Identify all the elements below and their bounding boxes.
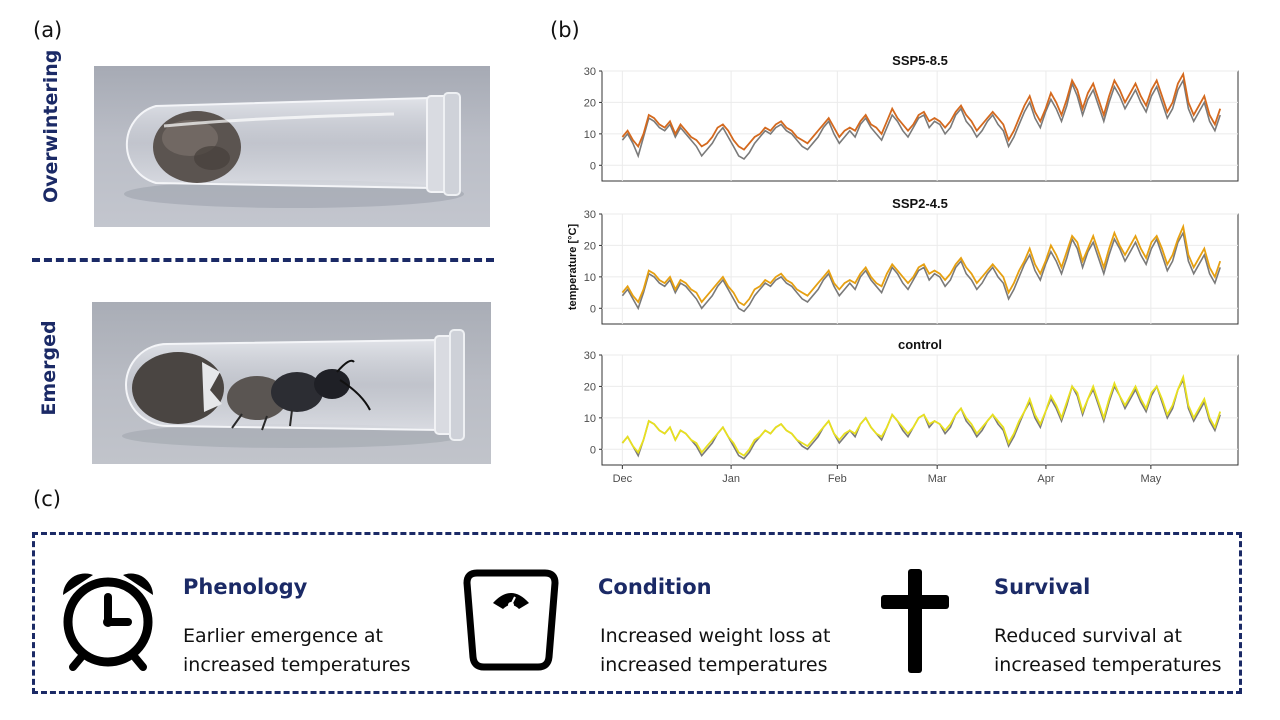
facet-ssp5-8-5: SSP5-8.5 0 10 20 30 (584, 53, 1239, 182)
y-tick-label: 30 (584, 66, 596, 78)
y-tick-label: 0 (590, 303, 596, 315)
baseline-series-line (621, 230, 1221, 313)
x-tick-label: Feb (828, 473, 847, 485)
x-tick-label: Dec (613, 473, 633, 485)
facet-panel (601, 70, 1239, 182)
overwintering-tube-illustration (124, 92, 464, 208)
summary-item-condition: Condition Increased weight loss at incre… (445, 535, 845, 691)
alarm-clock-icon (63, 573, 153, 671)
emerged-tube-illustration (122, 329, 465, 448)
y-tick-label: 10 (584, 413, 596, 425)
phenology-title: Phenology (183, 575, 308, 599)
cross-icon (881, 569, 949, 673)
y-tick-label: 10 (584, 129, 596, 141)
summary-item-phenology: Phenology Earlier emergence at increased… (35, 535, 435, 691)
facet-control: control 0 10 20 30 (584, 337, 1239, 466)
y-tick-label: 20 (584, 97, 596, 109)
y-tick-label: 20 (584, 240, 596, 252)
y-tick-label: 30 (584, 209, 596, 221)
facet-panel (601, 354, 1239, 466)
facet-title: SSP2-4.5 (892, 196, 948, 211)
facet-title: SSP5-8.5 (892, 53, 948, 68)
photo-divider (32, 258, 494, 262)
condition-description: Increased weight loss at increased tempe… (600, 625, 831, 676)
overwintering-label: Overwintering (40, 49, 62, 203)
x-tick-label: Jan (722, 473, 740, 485)
y-axis-title: temperature [°C] (567, 224, 579, 311)
overwintering-photo (94, 66, 490, 227)
temperature-chart: temperature [°C] SSP5-8.5 0 10 20 30 SSP2-4.5… (560, 45, 1260, 490)
baseline-series-line (621, 78, 1221, 161)
summary-item-survival: Survival Reduced survival at increased t… (855, 535, 1240, 691)
survival-title: Survival (994, 575, 1091, 599)
y-tick-label: 30 (584, 350, 596, 362)
summary-box: Phenology Earlier emergence at increased… (32, 532, 1242, 694)
panel-label-b: (b) (550, 18, 580, 42)
facet-ssp2-4-5: SSP2-4.5 0 10 20 30 (584, 196, 1239, 325)
y-tick-label: 20 (584, 381, 596, 393)
survival-description: Reduced survival at increased temperatur… (994, 625, 1222, 676)
x-tick-label: Mar (928, 473, 947, 485)
condition-title: Condition (598, 575, 712, 599)
emerged-photo (92, 302, 491, 464)
treatment-series-line (621, 223, 1222, 307)
y-tick-label: 10 (584, 272, 596, 284)
panel-label-a: (a) (33, 18, 63, 42)
treatment-series-line (621, 71, 1222, 151)
x-tick-label: May (1140, 473, 1161, 485)
scale-icon (463, 569, 559, 671)
emerged-label: Emerged (38, 320, 60, 416)
facet-title: control (898, 337, 942, 352)
treatment-series-line (621, 373, 1222, 457)
temperature-chart-svg: temperature [°C] SSP5-8.50102030SSP2-4.5… (567, 53, 1239, 485)
y-tick-label: 0 (590, 160, 596, 172)
phenology-description: Earlier emergence at increased temperatu… (183, 625, 411, 676)
y-tick-label: 0 (590, 444, 596, 456)
x-tick-label: Apr (1037, 473, 1054, 485)
panel-label-c: (c) (33, 487, 61, 511)
